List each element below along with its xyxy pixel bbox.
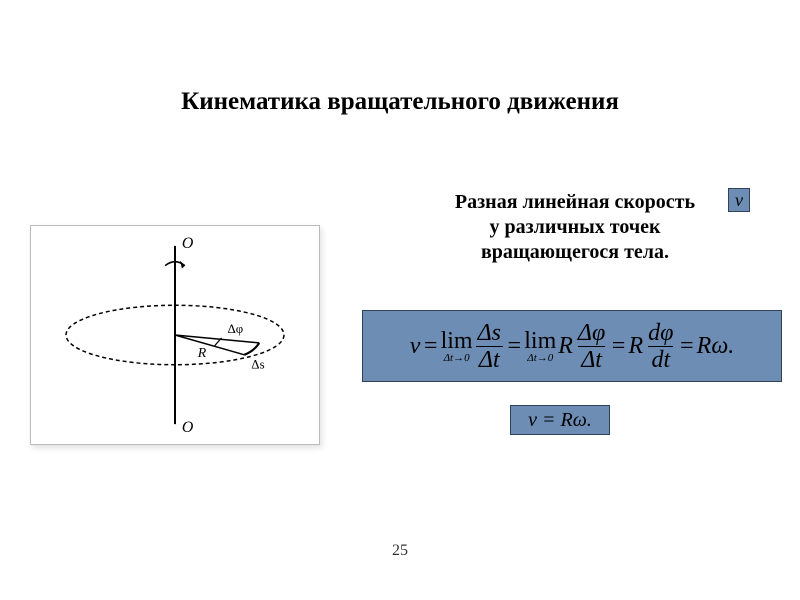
lim-2: lim Δt→0 (524, 329, 556, 364)
lim-sub: Δt→0 (444, 353, 470, 364)
axis-label-top: O (182, 235, 194, 252)
frac-num-3: dφ (645, 321, 676, 346)
lim-label-2: lim (524, 329, 556, 353)
arc-label: Δs (251, 358, 264, 372)
lim-label: lim (441, 329, 473, 353)
subtitle-line-3: вращающегося тела. (481, 241, 669, 263)
formula-main: v = lim Δt→0 Δs Δt = lim Δt→0 R Δφ Δt = … (409, 321, 736, 372)
frac-dphi-dt-d: dφ dt (645, 321, 676, 372)
mid-R-1: R (558, 333, 573, 360)
tail: Rω. (697, 333, 735, 360)
lim-1: lim Δt→0 (441, 329, 473, 364)
eq-2: = (506, 333, 522, 360)
axis-label-bottom: O (182, 419, 194, 436)
frac-den-3: dt (648, 346, 673, 372)
angle-label: Δφ (228, 322, 244, 336)
symbol-v-box: v (728, 188, 750, 212)
radius-label: R (197, 346, 207, 361)
subtitle-line-2: у различных точек (489, 216, 660, 238)
frac-dphi-dt: Δφ Δt (575, 321, 608, 372)
lim-sub-2: Δt→0 (527, 353, 553, 364)
symbol-v: v (735, 190, 743, 211)
page-number: 25 (0, 542, 800, 560)
frac-ds-dt: Δs Δt (475, 321, 504, 372)
formula-result: v = Rω. (528, 409, 592, 432)
frac-den-1: Δt (476, 346, 503, 372)
frac-num-1: Δs (475, 321, 504, 346)
subtitle: Разная линейная скорость у различных точ… (370, 190, 780, 265)
eq-4: = (678, 333, 694, 360)
eq-3: = (610, 333, 626, 360)
rotation-diagram: O O R Δφ Δs (30, 225, 320, 445)
lhs: v (410, 333, 421, 360)
eq-1: = (422, 333, 438, 360)
formula-result-box: v = Rω. (510, 405, 610, 435)
page-title: Кинематика вращательного движения (0, 88, 800, 116)
frac-num-2: Δφ (575, 321, 608, 346)
mid-R-2: R (629, 333, 644, 360)
frac-den-2: Δt (578, 346, 605, 372)
formula-main-box: v = lim Δt→0 Δs Δt = lim Δt→0 R Δφ Δt = … (362, 310, 782, 382)
subtitle-line-1: Разная линейная скорость (455, 191, 695, 213)
